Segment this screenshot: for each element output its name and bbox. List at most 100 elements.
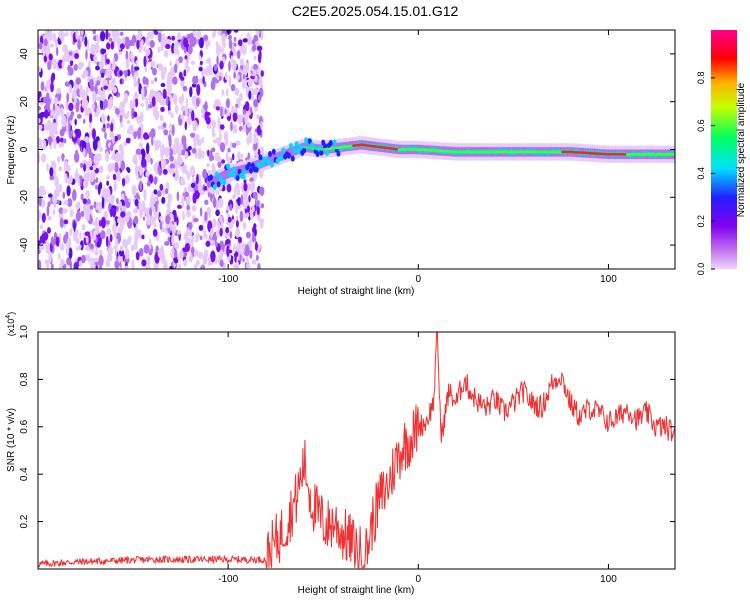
spectrogram-cell	[99, 30, 106, 42]
spectrogram-cell	[91, 128, 96, 140]
spectrogram-cell	[151, 191, 154, 203]
spectrogram-cell	[150, 90, 156, 97]
spectrogram-cell	[171, 234, 175, 246]
spectrogram-cell	[202, 35, 209, 41]
spectrogram-cell	[244, 78, 247, 90]
spectrogram-cell	[229, 203, 232, 210]
spectrogram-cell	[61, 32, 66, 38]
spectrogram-cell	[46, 227, 51, 234]
spectrogram-cell	[221, 46, 224, 55]
spectrogram-cell	[79, 174, 83, 187]
spectrogram-cell	[190, 182, 196, 188]
spectrogram-cell	[109, 131, 114, 139]
spectrogram-cell	[192, 136, 199, 143]
spectrogram-cell	[209, 228, 213, 240]
spectrogram-cell	[214, 258, 218, 265]
spectrogram-cell	[140, 102, 145, 108]
spectrogram-cell	[169, 212, 174, 220]
spectrogram-cell	[73, 262, 79, 269]
spectrogram-cell	[52, 208, 56, 216]
spectrogram-cell	[196, 30, 202, 39]
spectrogram-cell	[68, 55, 71, 63]
spectrogram-cell	[228, 39, 233, 50]
spectrogram-cell	[198, 78, 204, 84]
spectrogram-cell	[182, 211, 185, 221]
spectrogram-cell	[173, 258, 179, 264]
x-tick-label: -100	[218, 274, 238, 285]
spectrogram-cell	[80, 30, 84, 36]
spectrogram-cell	[152, 228, 158, 237]
spectrogram-cell	[163, 50, 169, 58]
spectrogram-cell	[215, 106, 220, 111]
spectrogram-cell	[188, 112, 192, 119]
spectrogram-cell	[152, 215, 157, 222]
spectrogram-cell	[141, 259, 147, 267]
colorbar: 0.0 0.2 0.4 0.6 0.8 Normalized spectral ampl…	[696, 30, 747, 275]
spectrogram-cell	[237, 236, 243, 244]
spectrogram-cell	[99, 60, 104, 70]
spectrogram-cell	[204, 199, 209, 206]
spectrogram-cell	[294, 141, 299, 148]
spectrogram-cell	[247, 34, 252, 46]
spectrogram-cell	[123, 113, 129, 120]
spectrogram-cell	[236, 97, 240, 104]
spectrogram-cell	[184, 168, 189, 176]
spectrogram-cell	[225, 88, 229, 97]
spectrogram-cell	[219, 227, 223, 237]
spectrogram-cell	[111, 77, 116, 85]
spectrogram-cell	[78, 260, 83, 267]
spectrogram-cell	[95, 265, 99, 269]
spectrogram-cell	[103, 210, 109, 221]
spectrogram-cell	[177, 262, 182, 269]
spectrogram-cell	[120, 149, 125, 157]
spectrogram-cell	[145, 134, 150, 140]
spectrogram-cell	[238, 153, 244, 159]
spectrogram-cell	[137, 127, 142, 140]
spectrogram-cell	[56, 155, 61, 163]
colorbar-tick-label: 0.8	[696, 72, 706, 85]
spectrogram-cell	[190, 165, 196, 176]
spectrogram-cell	[65, 245, 70, 256]
spectrogram-cell	[91, 103, 95, 112]
spectrogram-cell	[302, 147, 307, 154]
spectrogram-cell	[151, 79, 154, 85]
spectrogram-cell	[241, 44, 247, 56]
spectrogram-cell	[53, 138, 57, 150]
spectrogram-cell	[77, 128, 81, 139]
spectrogram-cell	[171, 124, 175, 136]
spectrogram-cell	[113, 52, 119, 62]
spectrogram-cell	[109, 96, 113, 107]
spectrogram-cell	[253, 55, 257, 61]
y-tick-label: -40	[19, 237, 30, 252]
spectrogram-cell	[184, 151, 189, 160]
spectrogram-cell	[126, 119, 131, 125]
spectrogram-cell	[184, 242, 191, 253]
spectrogram-cell	[40, 81, 45, 92]
spectrogram-cell	[92, 90, 97, 103]
spectrogram-cell	[52, 32, 57, 43]
spectrogram-cell	[55, 136, 61, 144]
spectrogram-cell	[107, 253, 110, 264]
spectrogram-cell	[179, 156, 183, 165]
spectrogram-cell	[155, 200, 158, 212]
spectrogram-cell	[79, 88, 85, 98]
spectrogram-cell	[221, 88, 225, 96]
spectrogram-cell	[212, 103, 217, 109]
spectrogram-cell	[64, 175, 69, 184]
spectrogram-cell	[172, 143, 178, 156]
spectrogram-cell	[250, 180, 256, 192]
spectrogram-cell	[145, 151, 149, 163]
spectrogram-cell	[253, 151, 258, 157]
spectrogram-cell	[226, 115, 232, 121]
spectrogram-cell	[161, 142, 165, 155]
spectrogram-cell	[137, 30, 141, 36]
spectrogram-cell	[256, 200, 260, 207]
spectrogram-cell	[239, 58, 245, 66]
spectrogram-cell	[231, 219, 236, 224]
y-tick-label: 0	[19, 146, 30, 152]
spectrogram-cell	[97, 87, 102, 96]
spectrogram-cell	[59, 128, 65, 137]
spectrogram-cell	[244, 68, 248, 76]
spectrogram-cell	[61, 61, 65, 69]
